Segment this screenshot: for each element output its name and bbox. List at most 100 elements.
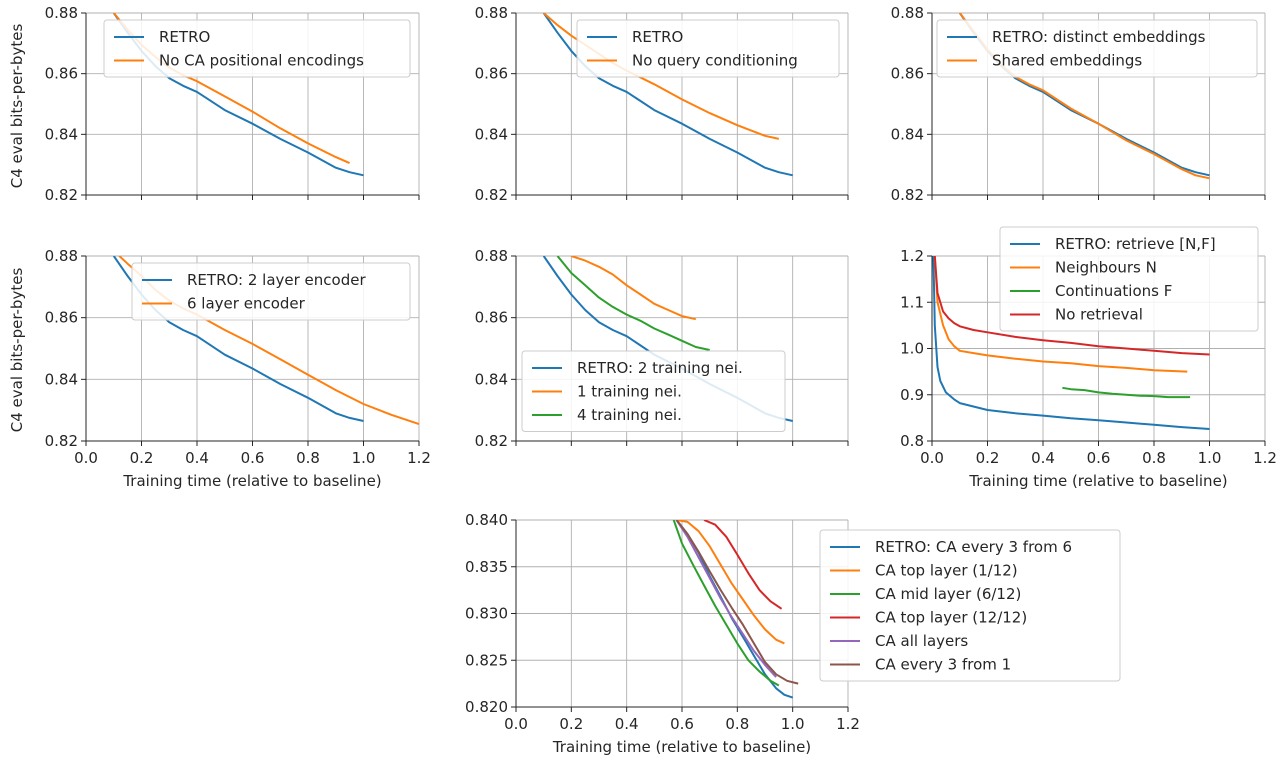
x-tick-label: 0.8 [296,449,320,467]
y-tick-label: 0.82 [45,186,78,204]
y-tick-label: 0.88 [45,4,78,22]
x-tick-label: 0.8 [725,715,749,733]
legend-label: RETRO: 2 training nei. [577,359,743,377]
y-tick-label: 1.1 [900,293,924,311]
legend-label: Shared embeddings [992,52,1142,70]
legend-box [819,529,1121,682]
y-tick-label: 0.9 [900,386,924,404]
y-tick-label: 0.84 [475,370,508,388]
y-tick-label: 1.0 [900,340,924,358]
legend-label: No query conditioning [632,52,798,70]
legend-label: CA top layer (1/12) [875,562,1018,580]
y-tick-label: 0.84 [891,125,924,143]
x-tick-label: 0.0 [504,715,528,733]
y-tick-label: 0.840 [465,511,508,529]
x-tick-label: 0.2 [976,449,1000,467]
legend-label: RETRO [159,28,210,46]
legend-box [521,350,786,432]
legend: RETRO: distinct embeddings Shared embeddi… [936,19,1258,78]
subplot-1: 0.82 0.84 0.86 0.88 RETRO No CA positional en… [45,4,420,204]
x-tick-label: 0.4 [1031,449,1055,467]
subplot-5: 0.82 0.84 0.86 0.88 RETRO: 2 training nei. 1 … [475,247,849,450]
legend-label: 4 training nei. [577,406,682,424]
legend-label: Neighbours N [1055,259,1157,277]
y-tick-label: 0.84 [45,125,78,143]
x-tick-label: 1.2 [1253,449,1277,467]
series-line-no-retrieval [933,256,1210,356]
x-tick-label: 0.8 [1142,449,1166,467]
y-tick-label: 0.88 [891,4,924,22]
legend-label: No CA positional encodings [159,52,364,70]
y-tick-label: 0.86 [475,309,508,327]
y-tick-label: 0.8 [900,432,924,450]
legend-label: CA every 3 from 1 [875,656,1011,674]
y-tick-label: 0.825 [465,651,508,669]
series-line-neighbours-n [933,256,1188,373]
y-tick-label: 0.835 [465,558,508,576]
legend-label: Continuations F [1055,282,1172,300]
subplot-6: 0.8 0.9 1.0 1.1 1.2 0.0 0.2 0.4 0.6 0.8 1.0 1.2 Trai… [900,226,1277,490]
x-axis-label: Training time (relative to baseline) [968,472,1227,490]
series-line-4-training-nei- [556,256,710,351]
y-tick-label: 0.82 [891,186,924,204]
x-tick-label: 0.0 [920,449,944,467]
legend-label: RETRO [632,28,683,46]
legend-label: 1 training nei. [577,383,682,401]
x-tick-label: 0.4 [615,715,639,733]
x-tick-label: 1.2 [836,715,860,733]
legend-box [936,19,1258,78]
row2-ylabel: C4 eval bits-per-bytes [8,268,26,433]
legend: RETRO: retrieve [N,F] Neighbours N Continu… [999,226,1259,332]
legend-label: CA mid layer (6/12) [875,585,1021,603]
legend-label: RETRO: distinct embeddings [992,28,1206,46]
legend: RETRO: 2 training nei. 1 training nei. 4 t… [521,350,786,432]
x-tick-label: 1.0 [1198,449,1222,467]
legend-label: CA top layer (12/12) [875,609,1027,627]
x-tick-label: 0.6 [1087,449,1111,467]
subplot-2: 0.82 0.84 0.86 0.88 RETRO No query conditioni… [475,4,849,204]
series-line-retro [542,13,793,177]
y-tick-label: 0.82 [45,432,78,450]
x-tick-label: 0.4 [185,449,209,467]
y-tick-label: 0.84 [45,370,78,388]
x-tick-label: 0.6 [241,449,265,467]
y-tick-label: 1.2 [900,247,924,265]
x-tick-label: 1.0 [352,449,376,467]
legend-label: No retrieval [1055,306,1143,324]
x-tick-label: 0.6 [670,715,694,733]
legend-label: RETRO: retrieve [N,F] [1055,235,1216,253]
series-line-ca-top-layer-1-12- [676,520,785,645]
legend-box [103,19,411,78]
legend: RETRO: CA every 3 from 6 CA top layer (1/… [819,529,1121,682]
y-tick-label: 0.88 [475,247,508,265]
x-tick-label: 0.2 [130,449,154,467]
legend-label: RETRO: CA every 3 from 6 [875,538,1072,556]
series-line-continuations-f [1062,386,1191,399]
y-tick-label: 0.86 [891,65,924,83]
y-tick-label: 0.88 [45,247,78,265]
x-axis-label: Training time (relative to baseline) [552,738,811,756]
series-line-ca-all-layers [675,520,777,678]
legend-label: 6 layer encoder [187,295,306,313]
legend-box [999,226,1259,332]
x-tick-label: 0.0 [74,449,98,467]
series-line-ca-every-3-from-1 [675,520,799,685]
y-tick-label: 0.82 [475,432,508,450]
series-line-ca-mid-layer-6-12- [672,520,780,687]
y-tick-label: 0.820 [465,698,508,716]
legend: RETRO: 2 layer encoder 6 layer encoder [131,262,411,321]
y-tick-label: 0.86 [475,65,508,83]
series-line-ca-top-layer-12-12- [703,520,783,610]
legend: RETRO No CA positional encodings [103,19,411,78]
x-tick-label: 1.0 [781,715,805,733]
legend-label: CA all layers [875,632,968,650]
y-tick-label: 0.86 [45,309,78,327]
legend-label: RETRO: 2 layer encoder [187,271,366,289]
y-tick-label: 0.82 [475,186,508,204]
subplot-3: 0.82 0.84 0.86 0.88 RETRO: distinct embeddin… [891,4,1266,204]
y-tick-label: 0.88 [475,4,508,22]
y-tick-label: 0.84 [475,125,508,143]
row1-ylabel: C4 eval bits-per-bytes [8,24,26,189]
legend-box [131,262,411,321]
